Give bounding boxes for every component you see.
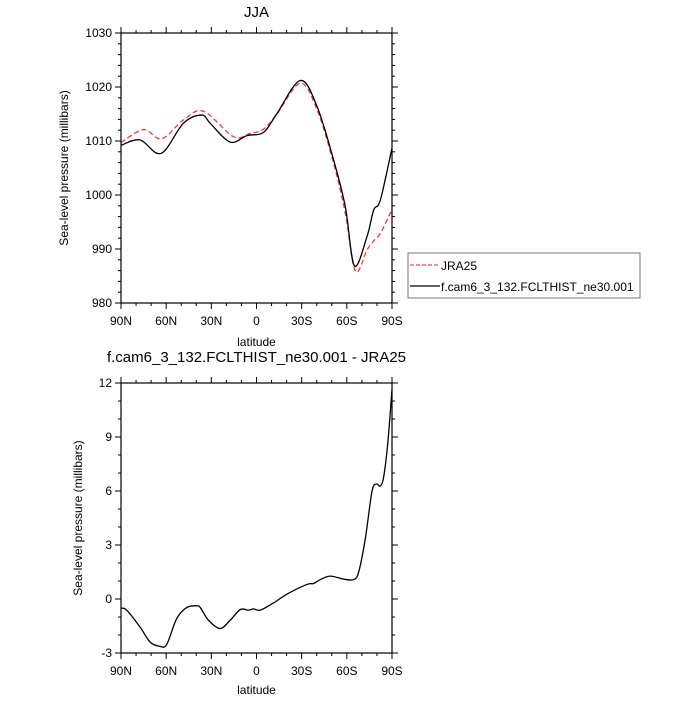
x-axis-label: latitude [237,335,276,349]
x-tick-label: 0 [253,664,260,678]
chart-title: f.cam6_3_132.FCLTHIST_ne30.001 - JRA25 [107,349,406,366]
series-line-jra25 [120,82,393,273]
x-tick-label: 60N [155,314,177,328]
y-tick-label: 0 [105,592,112,606]
legend: JRA25 f.cam6_3_132.FCLTHIST_ne30.001 [407,252,641,299]
x-tick-label: 90N [110,664,132,678]
plot-frame [120,32,393,304]
legend-box [407,252,641,299]
y-tick-label: 3 [105,538,112,552]
x-axis-label: latitude [237,683,276,697]
x-tick-label: 90S [381,664,402,678]
legend-label-jra25: JRA25 [441,259,477,273]
panel-top-slp: JJA latitude Sea-level pressure (millibars… [57,4,403,349]
y-tick-label: 1000 [85,188,112,202]
x-tick-label: 30N [200,664,222,678]
y-axis-label: Sea-level pressure (millibars) [57,90,71,245]
series-line-f-cam6-3-132-fclthist-ne30-001 [120,79,393,267]
legend-label-model: f.cam6_3_132.FCLTHIST_ne30.001 [441,280,634,294]
x-tick-label: 90S [381,314,402,328]
panel-bottom-difference: f.cam6_3_132.FCLTHIST_ne30.001 - JRA25 la… [71,349,406,697]
series-line-difference [120,389,393,648]
x-tick-label: 90N [110,314,132,328]
y-tick-label: 990 [92,242,112,256]
y-tick-label: 12 [99,376,113,390]
x-tick-label: 0 [253,314,260,328]
y-tick-label: 9 [105,430,112,444]
x-tick-label: 60S [336,664,357,678]
chart-title: JJA [244,4,269,21]
x-tick-label: 30S [291,314,312,328]
x-tick-label: 60S [336,314,357,328]
y-tick-label: -3 [101,646,112,660]
y-tick-label: 6 [105,484,112,498]
y-tick-label: 1030 [85,26,112,40]
y-axis-label: Sea-level pressure (millibars) [71,440,85,595]
x-tick-label: 30N [200,314,222,328]
plot-frame [120,382,393,654]
y-tick-label: 1010 [85,134,112,148]
x-tick-label: 60N [155,664,177,678]
y-tick-label: 980 [92,296,112,310]
x-tick-label: 30S [291,664,312,678]
y-tick-label: 1020 [85,80,112,94]
